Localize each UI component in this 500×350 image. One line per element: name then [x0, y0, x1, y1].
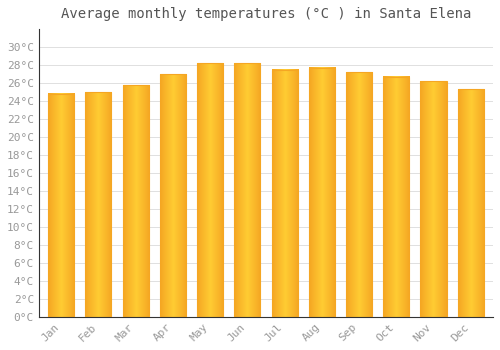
Title: Average monthly temperatures (°C ) in Santa Elena: Average monthly temperatures (°C ) in Sa…: [60, 7, 471, 21]
Bar: [420, 81, 446, 317]
Bar: [458, 89, 483, 317]
Bar: [234, 63, 260, 317]
Bar: [383, 77, 409, 317]
Bar: [48, 94, 74, 317]
Bar: [197, 63, 223, 317]
Bar: [122, 85, 148, 317]
Bar: [160, 74, 186, 317]
Bar: [86, 92, 112, 317]
Bar: [346, 72, 372, 317]
Bar: [308, 68, 335, 317]
Bar: [272, 70, 297, 317]
